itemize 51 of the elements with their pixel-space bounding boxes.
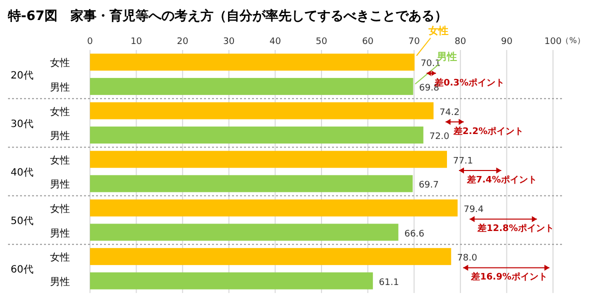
data-label: 79.4 <box>464 204 484 215</box>
bar <box>90 54 415 71</box>
bar <box>90 272 373 290</box>
annotation: 差2.2%ポイント <box>452 126 524 137</box>
data-label: 77.1 <box>452 156 474 166</box>
y-tick-label: 男性 <box>50 276 70 288</box>
text: 50代 <box>10 216 34 228</box>
bar <box>90 78 414 95</box>
bar <box>90 248 452 266</box>
bar <box>90 102 434 120</box>
y-tick-label: 男性 <box>50 227 70 240</box>
data-label: 61.1 <box>378 278 399 288</box>
y-tick-label: 男性 <box>50 81 70 94</box>
x-tick-label: 30 <box>223 37 235 47</box>
x-tick-label: 50 <box>316 37 328 47</box>
annotation: 差12.8%ポイント <box>476 223 554 234</box>
y-tick-label: 女性 <box>50 252 70 264</box>
text: 60代 <box>10 264 34 276</box>
chart-title: 特-67図 家事・育児等への考え方（自分が率先してするべきことである） <box>7 8 448 24</box>
x-tick-label: 0 <box>87 37 94 47</box>
y-tick-label: 女性 <box>50 202 70 215</box>
y-tick-label: 女性 <box>50 57 70 70</box>
data-label: 66.6 <box>404 229 425 240</box>
text: 40代 <box>10 168 34 178</box>
bar <box>90 224 398 241</box>
x-tick-label: 40 <box>269 37 282 47</box>
y-tick-label: 男性 <box>50 130 70 142</box>
x-tick-label: 80 <box>454 37 466 47</box>
x-tick-label: 10 <box>130 37 142 47</box>
x-axis-title: （%） <box>561 36 585 45</box>
bar <box>90 150 447 168</box>
data-label: 78.0 <box>457 254 478 264</box>
data-label: 69.7 <box>418 180 439 191</box>
bar <box>90 126 424 144</box>
bar <box>90 175 413 192</box>
x-tick-label: 70 <box>408 37 420 47</box>
x-tick-label: 60 <box>362 37 374 47</box>
x-tick-label: 100 <box>544 37 562 47</box>
text: 20代 <box>10 70 34 82</box>
text: 30代 <box>10 118 34 130</box>
annotation: 差16.9%ポイント <box>470 272 548 283</box>
data-label: 72.0 <box>429 132 450 142</box>
data-label: 74.2 <box>440 108 460 118</box>
y-tick-label: 女性 <box>50 154 70 166</box>
y-tick-label: 男性 <box>50 178 70 191</box>
x-tick-label: 90 <box>500 37 513 47</box>
y-tick-label: 女性 <box>50 106 70 118</box>
annotation: 差7.4%ポイント <box>466 174 537 186</box>
bar <box>90 199 458 216</box>
x-tick-label: 20 <box>176 37 189 47</box>
text: 女性 <box>428 25 449 37</box>
